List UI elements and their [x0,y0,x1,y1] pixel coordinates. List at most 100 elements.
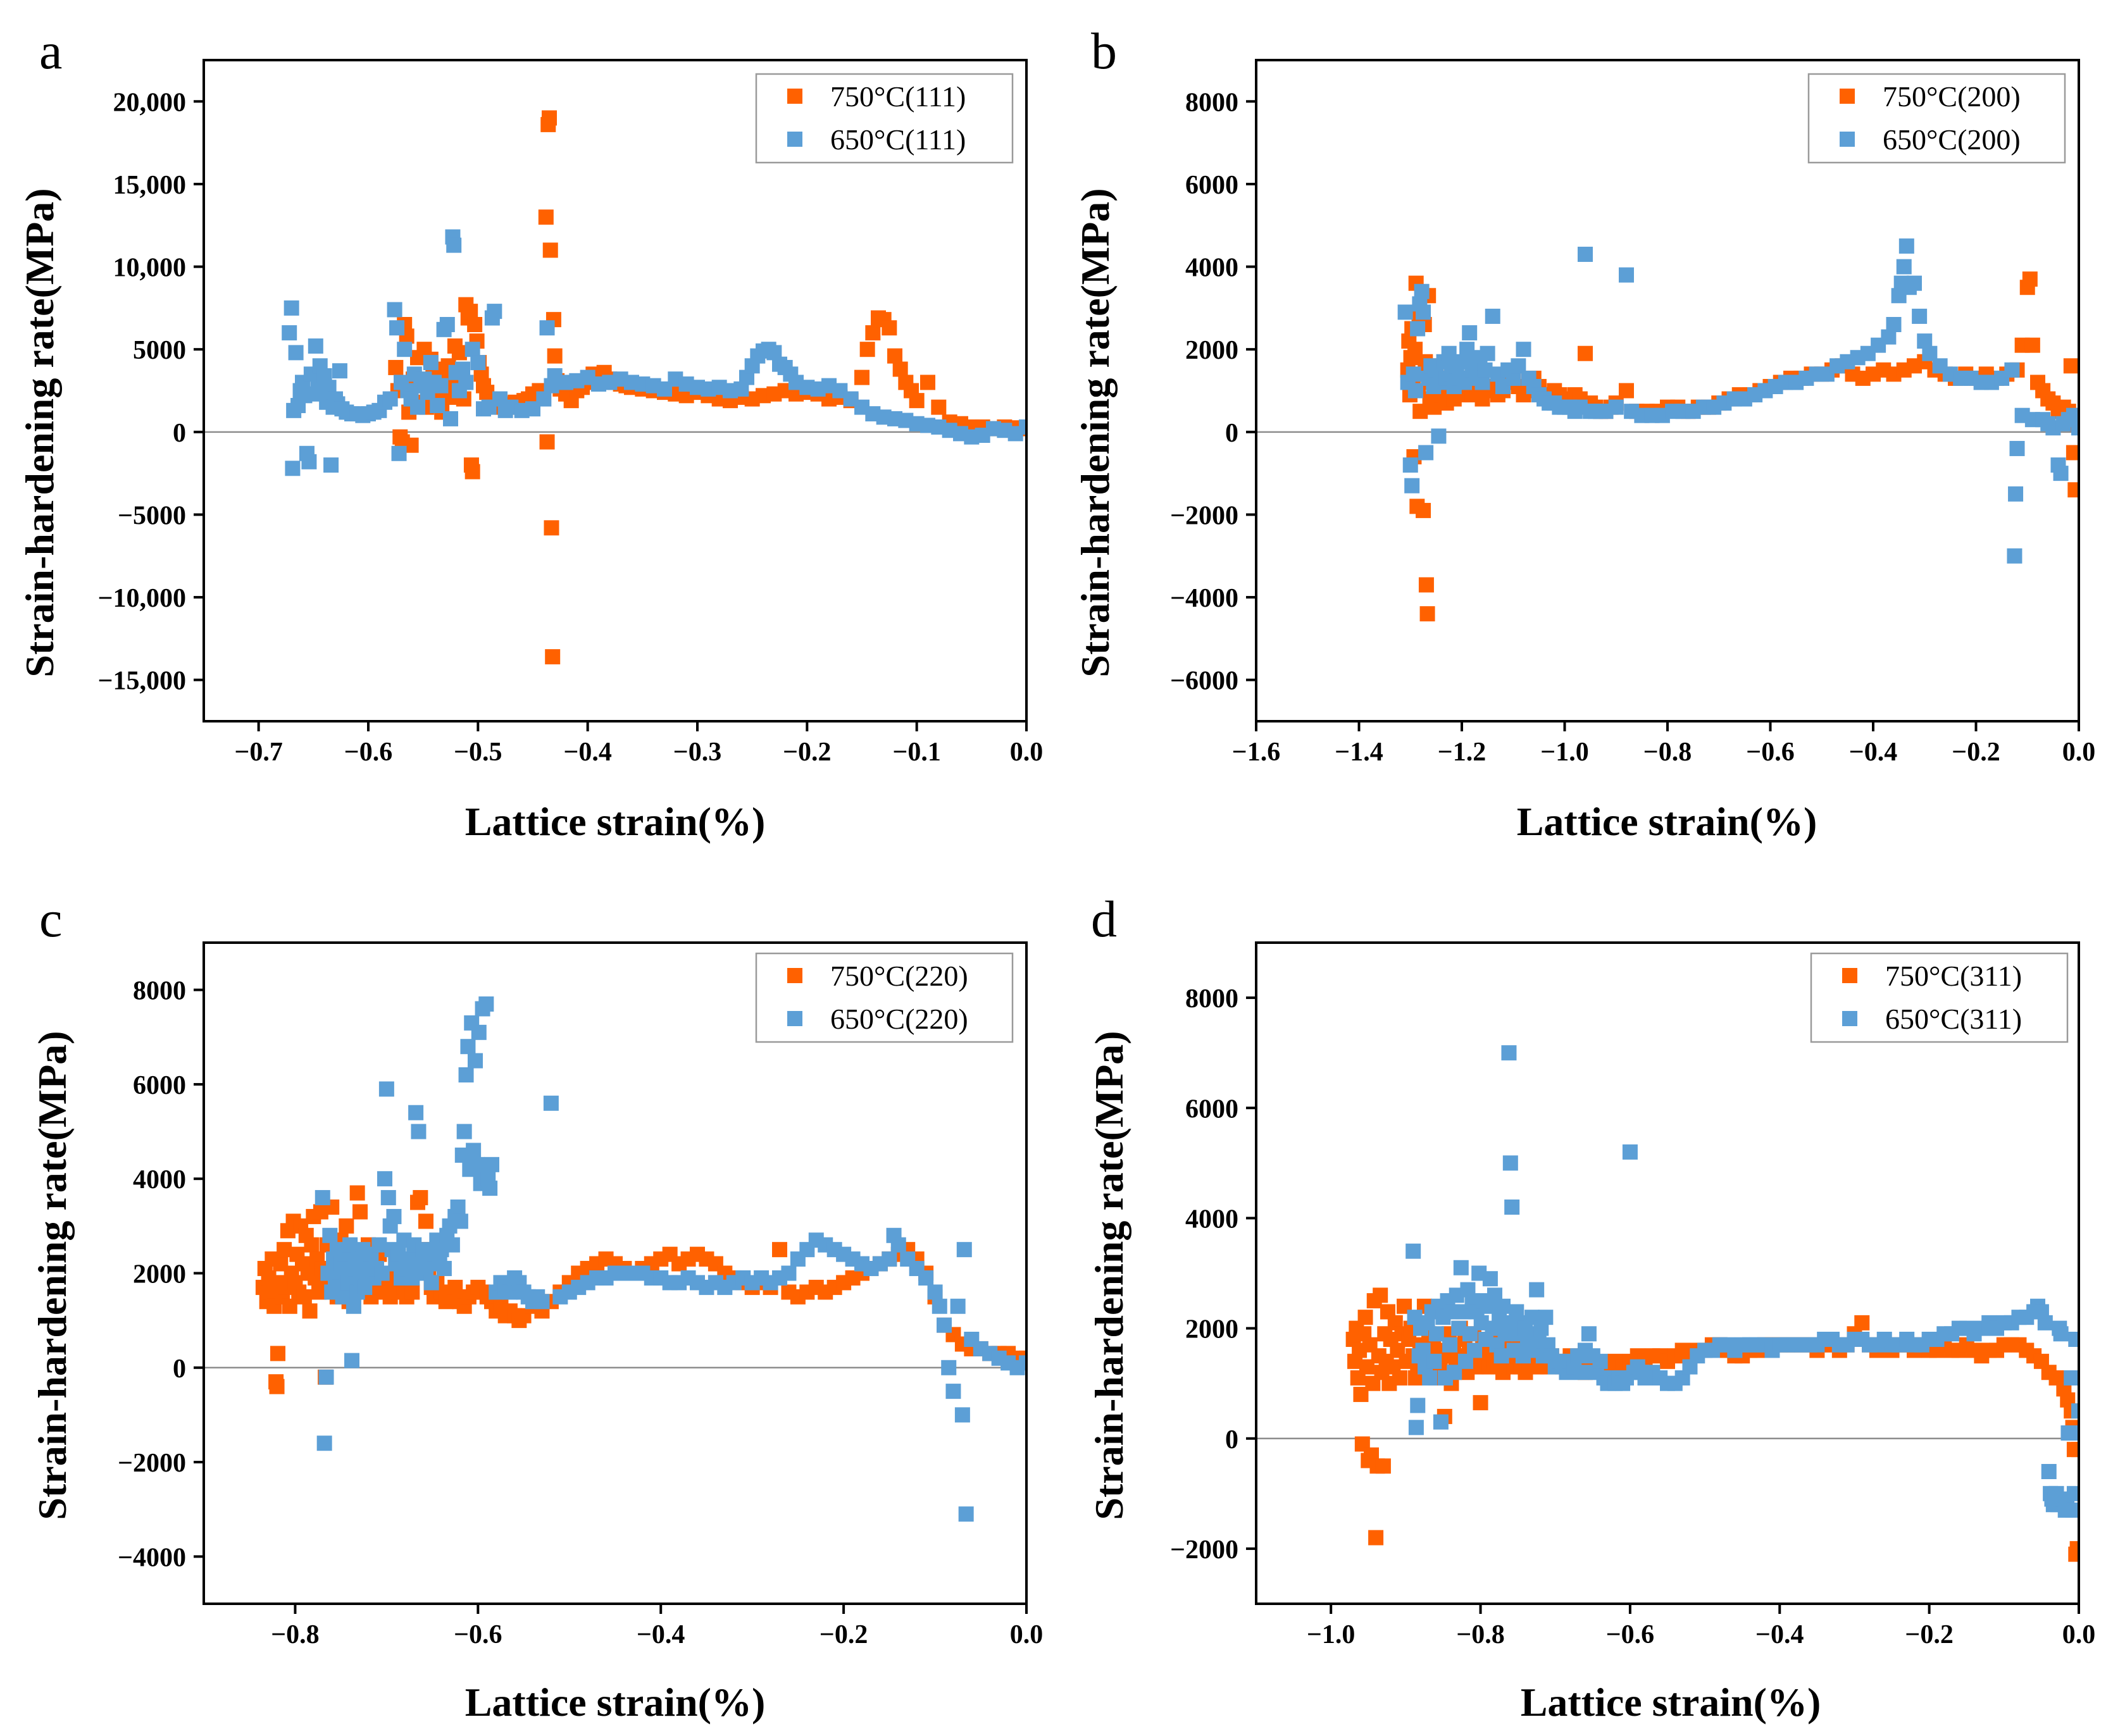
data-point [423,355,439,371]
x-tick-label: −0.1 [892,738,940,767]
data-point [1854,1315,1870,1330]
data-point [478,996,494,1012]
data-point [436,1261,452,1277]
data-point [458,1067,474,1082]
data-point [1480,345,1495,361]
data-point [482,1181,498,1196]
data-point [433,378,449,394]
data-point [2065,1502,2079,1518]
y-tick-label: 8000 [133,977,186,1006]
data-point [468,1053,483,1069]
data-point [950,1298,966,1314]
x-tick-label: −0.6 [1606,1620,1654,1649]
data-point [536,391,552,407]
data-point [1473,1395,1488,1411]
legend-label-750-d: 750°C(311) [1885,960,2022,992]
data-point [1428,1326,1444,1342]
legend-b: 750°C(200) 650°C(200) [1807,73,2066,164]
data-point [854,369,870,385]
data-point [1608,399,1624,415]
data-point [301,454,317,469]
data-point [927,1284,943,1300]
plot-frame-d [1255,941,2080,1605]
data-point [1529,1282,1545,1298]
data-point [339,1218,354,1234]
y-tick-label: 0 [173,1355,186,1384]
data-point [1907,275,1922,291]
legend-label-650-c: 650°C(220) [830,1003,968,1035]
x-tick-label: −0.8 [1456,1620,1504,1649]
data-point [1407,383,1423,399]
data-point [318,1369,334,1385]
data-point [2004,362,2020,378]
data-point [1392,1370,1407,1386]
data-point [2024,337,2040,353]
data-point [382,391,398,407]
data-point [1406,1243,1421,1259]
data-point [1501,1045,1517,1061]
data-point [931,399,947,415]
data-point [332,363,347,379]
data-point [456,1124,472,1139]
y-tick-label: −4000 [118,1543,186,1572]
legend-c: 750°C(220) 650°C(220) [755,952,1014,1043]
data-point [920,375,935,390]
x-tick-label: −0.4 [1849,738,1897,767]
x-axis-title-b: Lattice strain(%) [1517,799,1817,844]
x-tick-label: −0.7 [234,738,282,767]
data-point [455,361,471,377]
data-point [316,1435,332,1451]
data-point [430,398,446,414]
data-point [890,1237,906,1253]
data-point [463,304,478,319]
data-point [288,345,304,361]
y-tick-label: 6000 [1185,1094,1238,1124]
data-point [410,399,425,415]
data-point [277,1242,292,1258]
y-axis-title-c: Strain-hardening rate(MPa) [30,1031,75,1520]
data-point [918,1270,934,1286]
data-point [892,361,908,377]
data-point [451,345,467,361]
data-point [439,317,455,332]
data-point [413,1190,428,1206]
data-point [342,1237,358,1253]
data-point [308,338,323,354]
data-point [1462,325,1478,341]
data-point [865,325,881,341]
y-tick-label: 6000 [1185,171,1238,200]
data-point [1418,445,1434,461]
data-point [302,1303,318,1319]
y-tick-label: −6000 [1170,667,1238,696]
data-point [387,302,402,318]
data-point [945,1384,961,1399]
y-tick-label: 4000 [1185,1205,1238,1234]
legend-label-650-b: 650°C(200) [1883,123,2021,156]
y-tick-label: 0 [173,419,186,448]
data-point [1495,1298,1511,1314]
series-650-c [315,996,1026,1522]
data-point [344,1353,359,1368]
legend-marker-650-c [787,1011,802,1026]
plot-area-d: −1.0 −0.8 −0.6 −0.4 −0.2 0.0 −2000 0 2000 4000 600… [1170,941,2095,1649]
plot-frame-a [203,59,1028,722]
y-axis-title-a: Strain-hardening rate(MPa) [17,188,62,677]
data-point [388,359,404,375]
data-point [1538,1310,1554,1325]
y-tick-label: 20,000 [113,88,187,117]
data-point [458,375,474,390]
x-axis-title-c: Lattice strain(%) [465,1680,766,1725]
data-point [467,317,483,332]
legend-label-750-c: 750°C(220) [830,960,968,992]
data-point [954,1407,970,1423]
data-point [2068,1332,2079,1347]
x-tick-label: −0.4 [1755,1620,1804,1649]
x-tick-label: −0.2 [1905,1620,1953,1649]
data-point [470,355,486,371]
data-point [282,1298,297,1314]
data-point [352,1204,368,1220]
data-point [377,1171,392,1187]
legend-marker-750-b [1840,89,1855,104]
data-point [2066,445,2079,461]
data-point [539,434,555,450]
